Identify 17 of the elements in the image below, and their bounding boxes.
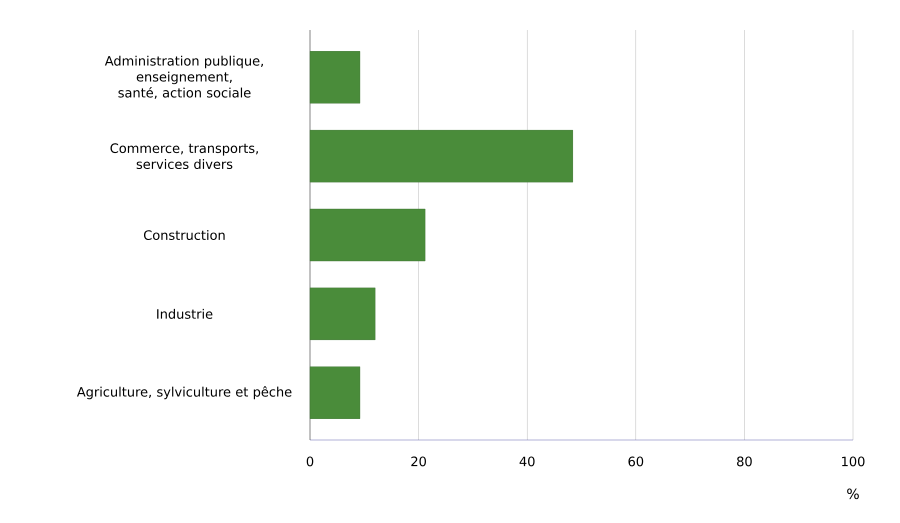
x-tick-label: 100 [842, 456, 864, 466]
bar [310, 51, 360, 104]
x-tick-label: 80 [737, 456, 752, 466]
bar [310, 208, 426, 262]
bar [310, 130, 574, 182]
bar [310, 366, 360, 419]
bar [310, 288, 376, 340]
y-tick-label: Construction [144, 230, 225, 240]
x-tick-label: 0 [306, 456, 314, 466]
x-tick-label: 20 [411, 456, 426, 466]
x-axis-title: % [847, 488, 859, 500]
y-tick-label: Administration publique, enseignement, santé, action sociale [104, 56, 263, 99]
x-tick-label: 60 [628, 456, 644, 466]
y-tick-label: Commerce, transports, services divers [110, 143, 258, 170]
y-tick-label: Industrie [157, 308, 212, 319]
y-tick-label: Agriculture, sylviculture et pêche [76, 386, 292, 400]
x-tick-label: 40 [520, 456, 535, 466]
